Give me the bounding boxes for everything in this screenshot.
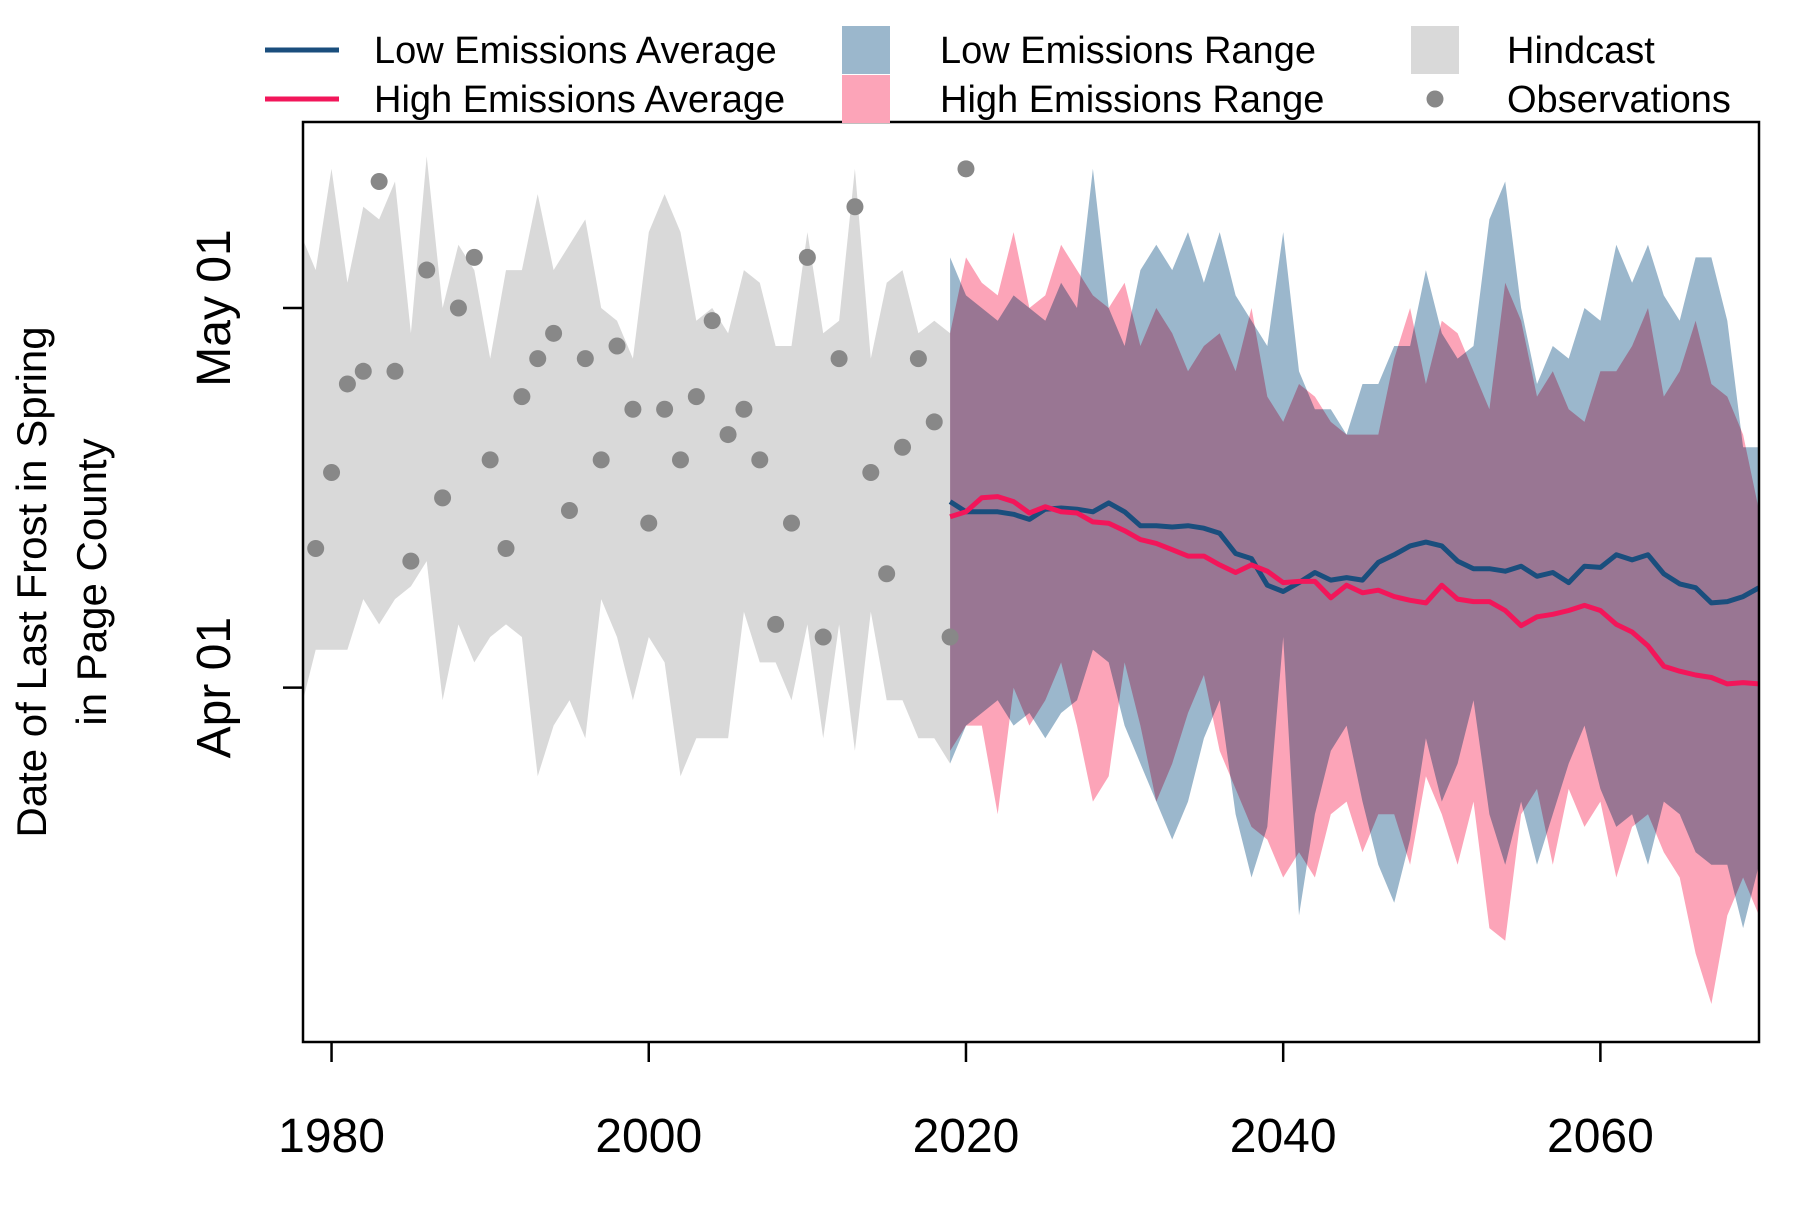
legend-label: Observations (1507, 79, 1731, 121)
x-tick-label: 2020 (913, 1110, 1020, 1163)
observation-point (338, 375, 356, 393)
observation-point (878, 565, 896, 583)
observation-point (656, 400, 674, 418)
observation-point (449, 299, 467, 317)
observation-point (687, 388, 705, 406)
observation-point (386, 362, 404, 380)
observation-point (830, 350, 848, 368)
range-band (950, 232, 1759, 1005)
observation-point (751, 451, 769, 469)
observation-point (894, 438, 912, 456)
legend-swatch (842, 26, 890, 74)
average-line (948, 499, 1759, 606)
observation-point (465, 248, 483, 266)
observation-point (560, 502, 578, 520)
observation-point (513, 388, 531, 406)
legend-label: Low Emissions Range (940, 30, 1316, 72)
legend-label: High Emissions Range (940, 79, 1324, 121)
y-axis-label: Date of Last Frost in Spring (8, 326, 55, 837)
legend-swatch (1411, 26, 1459, 74)
observation-point (703, 312, 721, 330)
observation-point (846, 198, 864, 216)
observation-point (862, 464, 880, 482)
observation-point (798, 248, 816, 266)
observation-point (719, 426, 737, 444)
observation-point (909, 350, 927, 368)
observation-point (370, 172, 388, 190)
observation-point (925, 413, 943, 431)
observation-point (354, 362, 372, 380)
observation-point (497, 539, 515, 557)
legend-swatch (1426, 90, 1444, 108)
observation-point (640, 514, 658, 532)
observation-point (576, 350, 594, 368)
observation-point (608, 337, 626, 355)
legend-label: Low Emissions Average (374, 30, 777, 72)
x-tick-label: 2000 (595, 1110, 702, 1163)
observation-point (735, 400, 753, 418)
legend-label: High Emissions Average (374, 79, 785, 121)
observation-point (402, 552, 420, 570)
y-axis-label: in Page County (68, 438, 115, 725)
observation-point (434, 489, 452, 507)
observation-point (624, 400, 642, 418)
average-line (949, 494, 1759, 687)
y-tick-label: May 01 (188, 229, 241, 386)
legend-swatch (842, 75, 890, 123)
observation-point (323, 464, 341, 482)
x-tick-label: 2060 (1547, 1110, 1654, 1163)
observation-point (529, 350, 547, 368)
range-band (303, 156, 951, 777)
observation-point (783, 514, 801, 532)
x-tick-label: 1980 (278, 1110, 385, 1163)
observation-point (418, 261, 436, 279)
x-tick-label: 2040 (1230, 1110, 1337, 1163)
observation-point (481, 451, 499, 469)
observation-point (957, 160, 975, 178)
legend-label: Hindcast (1507, 30, 1655, 72)
observation-point (671, 451, 689, 469)
observation-point (307, 539, 325, 557)
observation-point (545, 324, 563, 342)
bands (303, 156, 1759, 1005)
plot-frame (301, 120, 1761, 1044)
observation-point (941, 628, 959, 646)
observation-point (814, 628, 832, 646)
y-tick-label: Apr 01 (188, 617, 241, 758)
lines (307, 160, 1759, 687)
observation-point (767, 615, 785, 633)
observation-point (592, 451, 610, 469)
